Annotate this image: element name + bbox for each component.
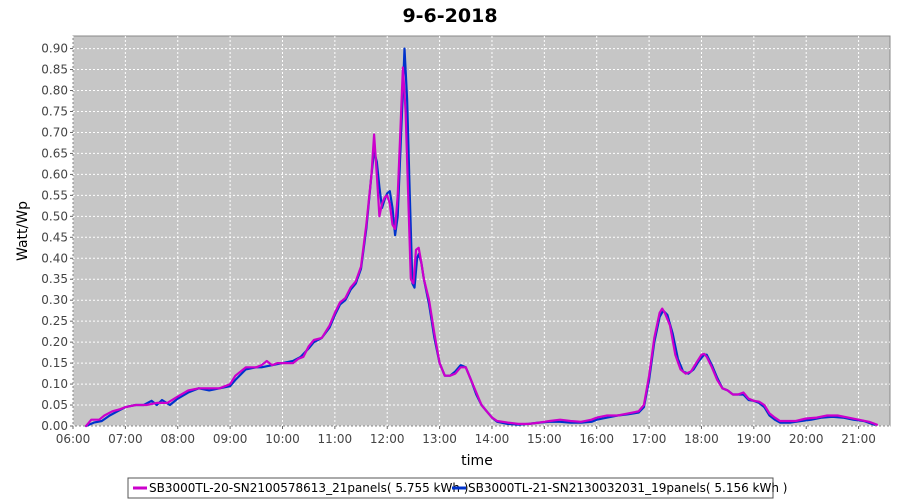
- legend: SB3000TL-20-SN2100578613_21panels( 5.755…: [127, 477, 787, 499]
- x-tick-label: 19:00: [737, 432, 772, 446]
- x-tick-label: 16:00: [579, 432, 614, 446]
- series-line-1: [85, 66, 878, 428]
- y-tick-label: 0.70: [41, 125, 68, 139]
- y-tick-label: 0.85: [41, 63, 68, 77]
- legend-label-series-1: SB3000TL-20-SN2100578613_21panels( 5.755…: [149, 481, 468, 495]
- y-tick-label: 0.40: [41, 251, 68, 265]
- chart-title: 9-6-2018: [402, 5, 497, 27]
- y-tick-label: 0.35: [41, 272, 68, 286]
- legend-label-series-2: SB3000TL-21-SN2130032031_19panels( 5.156…: [468, 481, 787, 495]
- y-tick-label: 0.30: [41, 293, 68, 307]
- grid: [72, 36, 890, 427]
- legend-box: [127, 477, 774, 499]
- y-tick-label: 0.60: [41, 167, 68, 181]
- x-tick-label: 10:00: [265, 432, 300, 446]
- y-tick-label: 0.55: [41, 188, 68, 202]
- y-tick-label: 0.05: [41, 398, 68, 412]
- x-axis-ticks: 06:00 07:00 08:00 09:00 10:00 11:00 12:00 13:00…: [56, 426, 876, 446]
- y-tick-label: 0.25: [41, 314, 68, 328]
- x-tick-label: 12:00: [370, 432, 405, 446]
- x-tick-label: 14:00: [475, 432, 510, 446]
- y-tick-label: 0.10: [41, 377, 68, 391]
- x-tick-label: 08:00: [160, 432, 195, 446]
- y-tick-label: 0.00: [41, 419, 68, 433]
- y-tick-label: 0.50: [41, 209, 68, 223]
- x-tick-label: 07:00: [108, 432, 143, 446]
- y-tick-label: 0.15: [41, 356, 68, 370]
- series-group: [85, 47, 878, 428]
- plot-area: [72, 35, 891, 427]
- y-axis-label: Watt/Wp: [15, 201, 31, 261]
- y-tick-label: 0.90: [41, 42, 68, 56]
- x-tick-label: 20:00: [789, 432, 824, 446]
- x-tick-label: 06:00: [56, 432, 91, 446]
- x-tick-label: 17:00: [632, 432, 667, 446]
- x-tick-label: 15:00: [527, 432, 562, 446]
- x-tick-label: 21:00: [841, 432, 876, 446]
- y-tick-label: 0.75: [41, 104, 68, 118]
- x-axis-label: time: [461, 453, 493, 469]
- y-tick-label: 0.80: [41, 84, 68, 98]
- y-axis-ticks: 0.00 0.05 0.10 0.15 0.20 0.25 0.30 0.35 0.40 0.45…: [41, 42, 73, 433]
- y-tick-label: 0.20: [41, 335, 68, 349]
- x-tick-label: 13:00: [422, 432, 457, 446]
- x-tick-label: 11:00: [318, 432, 353, 446]
- y-tick-label: 0.45: [41, 230, 68, 244]
- x-tick-label: 18:00: [684, 432, 719, 446]
- y-tick-label: 0.65: [41, 146, 68, 160]
- x-tick-label: 09:00: [213, 432, 248, 446]
